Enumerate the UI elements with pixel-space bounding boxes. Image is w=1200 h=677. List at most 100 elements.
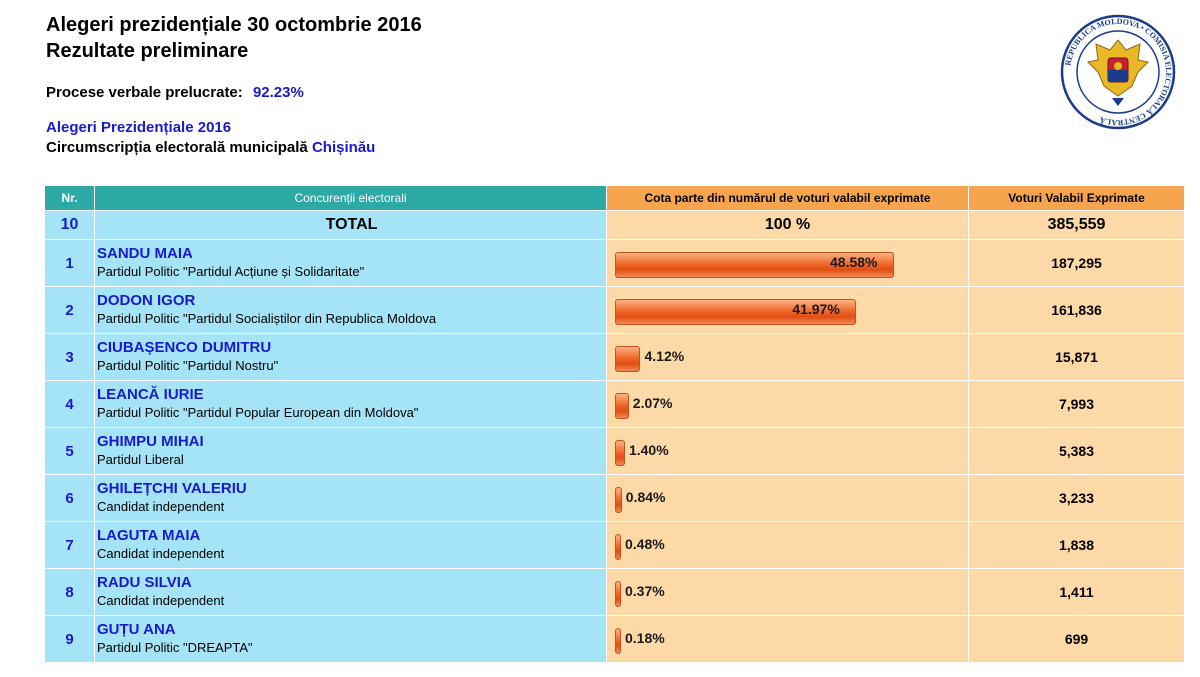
table-row: 6 GHILEȚCHI VALERIU Candidat independent 0.… (44, 474, 1185, 522)
candidate-party: Partidul Politic "DREAPTA" (97, 640, 253, 655)
row-share: 1.40% (606, 427, 969, 475)
row-candidate: LAGUTA MAIA Candidat independent (94, 521, 607, 569)
row-votes: 15,871 (968, 333, 1185, 381)
table-row: 5 GHIMPU MIHAI Partidul Liberal 1.40% 5,383 (44, 427, 1185, 475)
row-nr: 5 (44, 427, 95, 475)
page-subtitle: Rezultate preliminare (46, 40, 249, 62)
row-share: 0.48% (606, 521, 969, 569)
row-candidate: RADU SILVIA Candidat independent (94, 568, 607, 616)
share-label: 41.97% (792, 301, 840, 317)
share-label: 4.12% (644, 348, 685, 364)
header-nr: Nr. (44, 185, 95, 211)
table-row: 9 GUȚU ANA Partidul Politic "DREAPTA" 0.18%… (44, 615, 1185, 663)
total-nr: 10 (44, 210, 95, 240)
candidate-name[interactable]: GHILEȚCHI VALERIU (97, 480, 247, 497)
candidate-party: Candidat independent (97, 546, 225, 561)
share-bar (615, 534, 621, 560)
election-link[interactable]: Alegeri Prezidențiale 2016 (46, 119, 232, 136)
candidate-party: Candidat independent (97, 499, 225, 514)
table-header-row: Nr. Concurenții electorali Cota parte di… (44, 185, 1185, 211)
row-nr: 3 (44, 333, 95, 381)
row-candidate: DODON IGOR Partidul Politic "Partidul Soc… (94, 286, 607, 334)
row-share: 41.97% (606, 286, 969, 334)
share-bar (615, 346, 641, 372)
row-share: 0.37% (606, 568, 969, 616)
share-label: 48.58% (830, 254, 878, 270)
circumscription-label: Circumscripția electorală municipală (46, 139, 308, 156)
table-row: 2 DODON IGOR Partidul Politic "Partidul So… (44, 286, 1185, 334)
candidate-name[interactable]: RADU SILVIA (97, 574, 192, 591)
table-row: 7 LAGUTA MAIA Candidat independent 0.48% 1,8… (44, 521, 1185, 569)
row-nr: 2 (44, 286, 95, 334)
row-nr: 4 (44, 380, 95, 428)
page-title: Alegeri prezidențiale 30 octombrie 2016 (46, 14, 422, 36)
candidate-name[interactable]: LEANCĂ IURIE (97, 386, 204, 403)
candidate-party: Partidul Politic "Partidul Nostru" (97, 358, 279, 373)
row-share: 2.07% (606, 380, 969, 428)
row-candidate: SANDU MAIA Partidul Politic "Partidul Acț… (94, 239, 607, 287)
circumscription: Circumscripția electorală municipală Chi… (46, 139, 375, 156)
total-row: 10 TOTAL 100 % 385,559 (44, 210, 1185, 240)
candidate-party: Partidul Politic "Partidul Popular Europ… (97, 405, 419, 420)
row-nr: 6 (44, 474, 95, 522)
row-nr: 8 (44, 568, 95, 616)
candidate-party: Partidul Politic "Partidul Socialiștilor… (97, 311, 437, 326)
row-votes: 699 (968, 615, 1185, 663)
table-row: 1 SANDU MAIA Partidul Politic "Partidul Ac… (44, 239, 1185, 287)
candidate-name[interactable]: GUȚU ANA (97, 621, 176, 638)
row-share: 4.12% (606, 333, 969, 381)
table-row: 4 LEANCĂ IURIE Partidul Politic "Partidul … (44, 380, 1185, 428)
candidate-name[interactable]: DODON IGOR (97, 292, 196, 309)
row-share: 0.84% (606, 474, 969, 522)
row-candidate: GHILEȚCHI VALERIU Candidat independent (94, 474, 607, 522)
share-label: 0.37% (625, 583, 665, 599)
share-label: 2.07% (632, 395, 673, 411)
share-label: 0.84% (625, 489, 666, 505)
header-candidates: Concurenții electorali (94, 185, 607, 211)
page-header: Alegeri prezidențiale 30 octombrie 2016 … (46, 12, 422, 64)
row-candidate: GUȚU ANA Partidul Politic "DREAPTA" (94, 615, 607, 663)
candidate-name[interactable]: CIUBAȘENCO DUMITRU (97, 339, 272, 356)
share-bar (615, 487, 622, 513)
header-share: Cota parte din numărul de voturi valabil… (606, 185, 969, 211)
processed-label: Procese verbale prelucrate: (46, 84, 243, 101)
row-votes: 5,383 (968, 427, 1185, 475)
share-bar (615, 628, 621, 654)
cec-seal-logo: REPUBLICA MOLDOVA • COMISIA ELECTORALĂ C… (1060, 14, 1176, 130)
candidate-name[interactable]: LAGUTA MAIA (97, 527, 201, 544)
candidate-name[interactable]: SANDU MAIA (97, 245, 193, 262)
share-bar (615, 252, 894, 278)
candidate-name[interactable]: GHIMPU MIHAI (97, 433, 204, 450)
share-bar (615, 581, 621, 607)
row-nr: 1 (44, 239, 95, 287)
table-row: 8 RADU SILVIA Candidat independent 0.37% 1,4… (44, 568, 1185, 616)
row-share: 48.58% (606, 239, 969, 287)
processed-reports: Procese verbale prelucrate: 92.23% (46, 84, 304, 101)
candidate-party: Partidul Politic "Partidul Acțiune și So… (97, 264, 365, 279)
row-nr: 9 (44, 615, 95, 663)
row-candidate: CIUBAȘENCO DUMITRU Partidul Politic "Part… (94, 333, 607, 381)
share-bar (615, 299, 857, 325)
table-row: 3 CIUBAȘENCO DUMITRU Partidul Politic "Par… (44, 333, 1185, 381)
circumscription-city[interactable]: Chișinău (311, 139, 376, 156)
results-table: Nr. Concurenții electorali Cota parte di… (44, 185, 1185, 663)
row-votes: 7,993 (968, 380, 1185, 428)
total-label: TOTAL (94, 210, 607, 240)
processed-value: 92.23% (252, 84, 304, 101)
row-candidate: LEANCĂ IURIE Partidul Politic "Partidul P… (94, 380, 607, 428)
candidate-party: Partidul Liberal (97, 452, 184, 467)
row-nr: 7 (44, 521, 95, 569)
row-votes: 161,836 (968, 286, 1185, 334)
row-votes: 187,295 (968, 239, 1185, 287)
row-candidate: GHIMPU MIHAI Partidul Liberal (94, 427, 607, 475)
header-votes: Voturi Valabil Exprimate (968, 185, 1185, 211)
share-label: 0.48% (625, 536, 665, 552)
share-bar (615, 440, 625, 466)
row-votes: 1,838 (968, 521, 1185, 569)
row-share: 0.18% (606, 615, 969, 663)
share-bar (615, 393, 629, 419)
share-label: 0.18% (625, 630, 665, 646)
total-share: 100 % (606, 210, 969, 240)
share-label: 1.40% (628, 442, 669, 458)
row-votes: 1,411 (968, 568, 1185, 616)
